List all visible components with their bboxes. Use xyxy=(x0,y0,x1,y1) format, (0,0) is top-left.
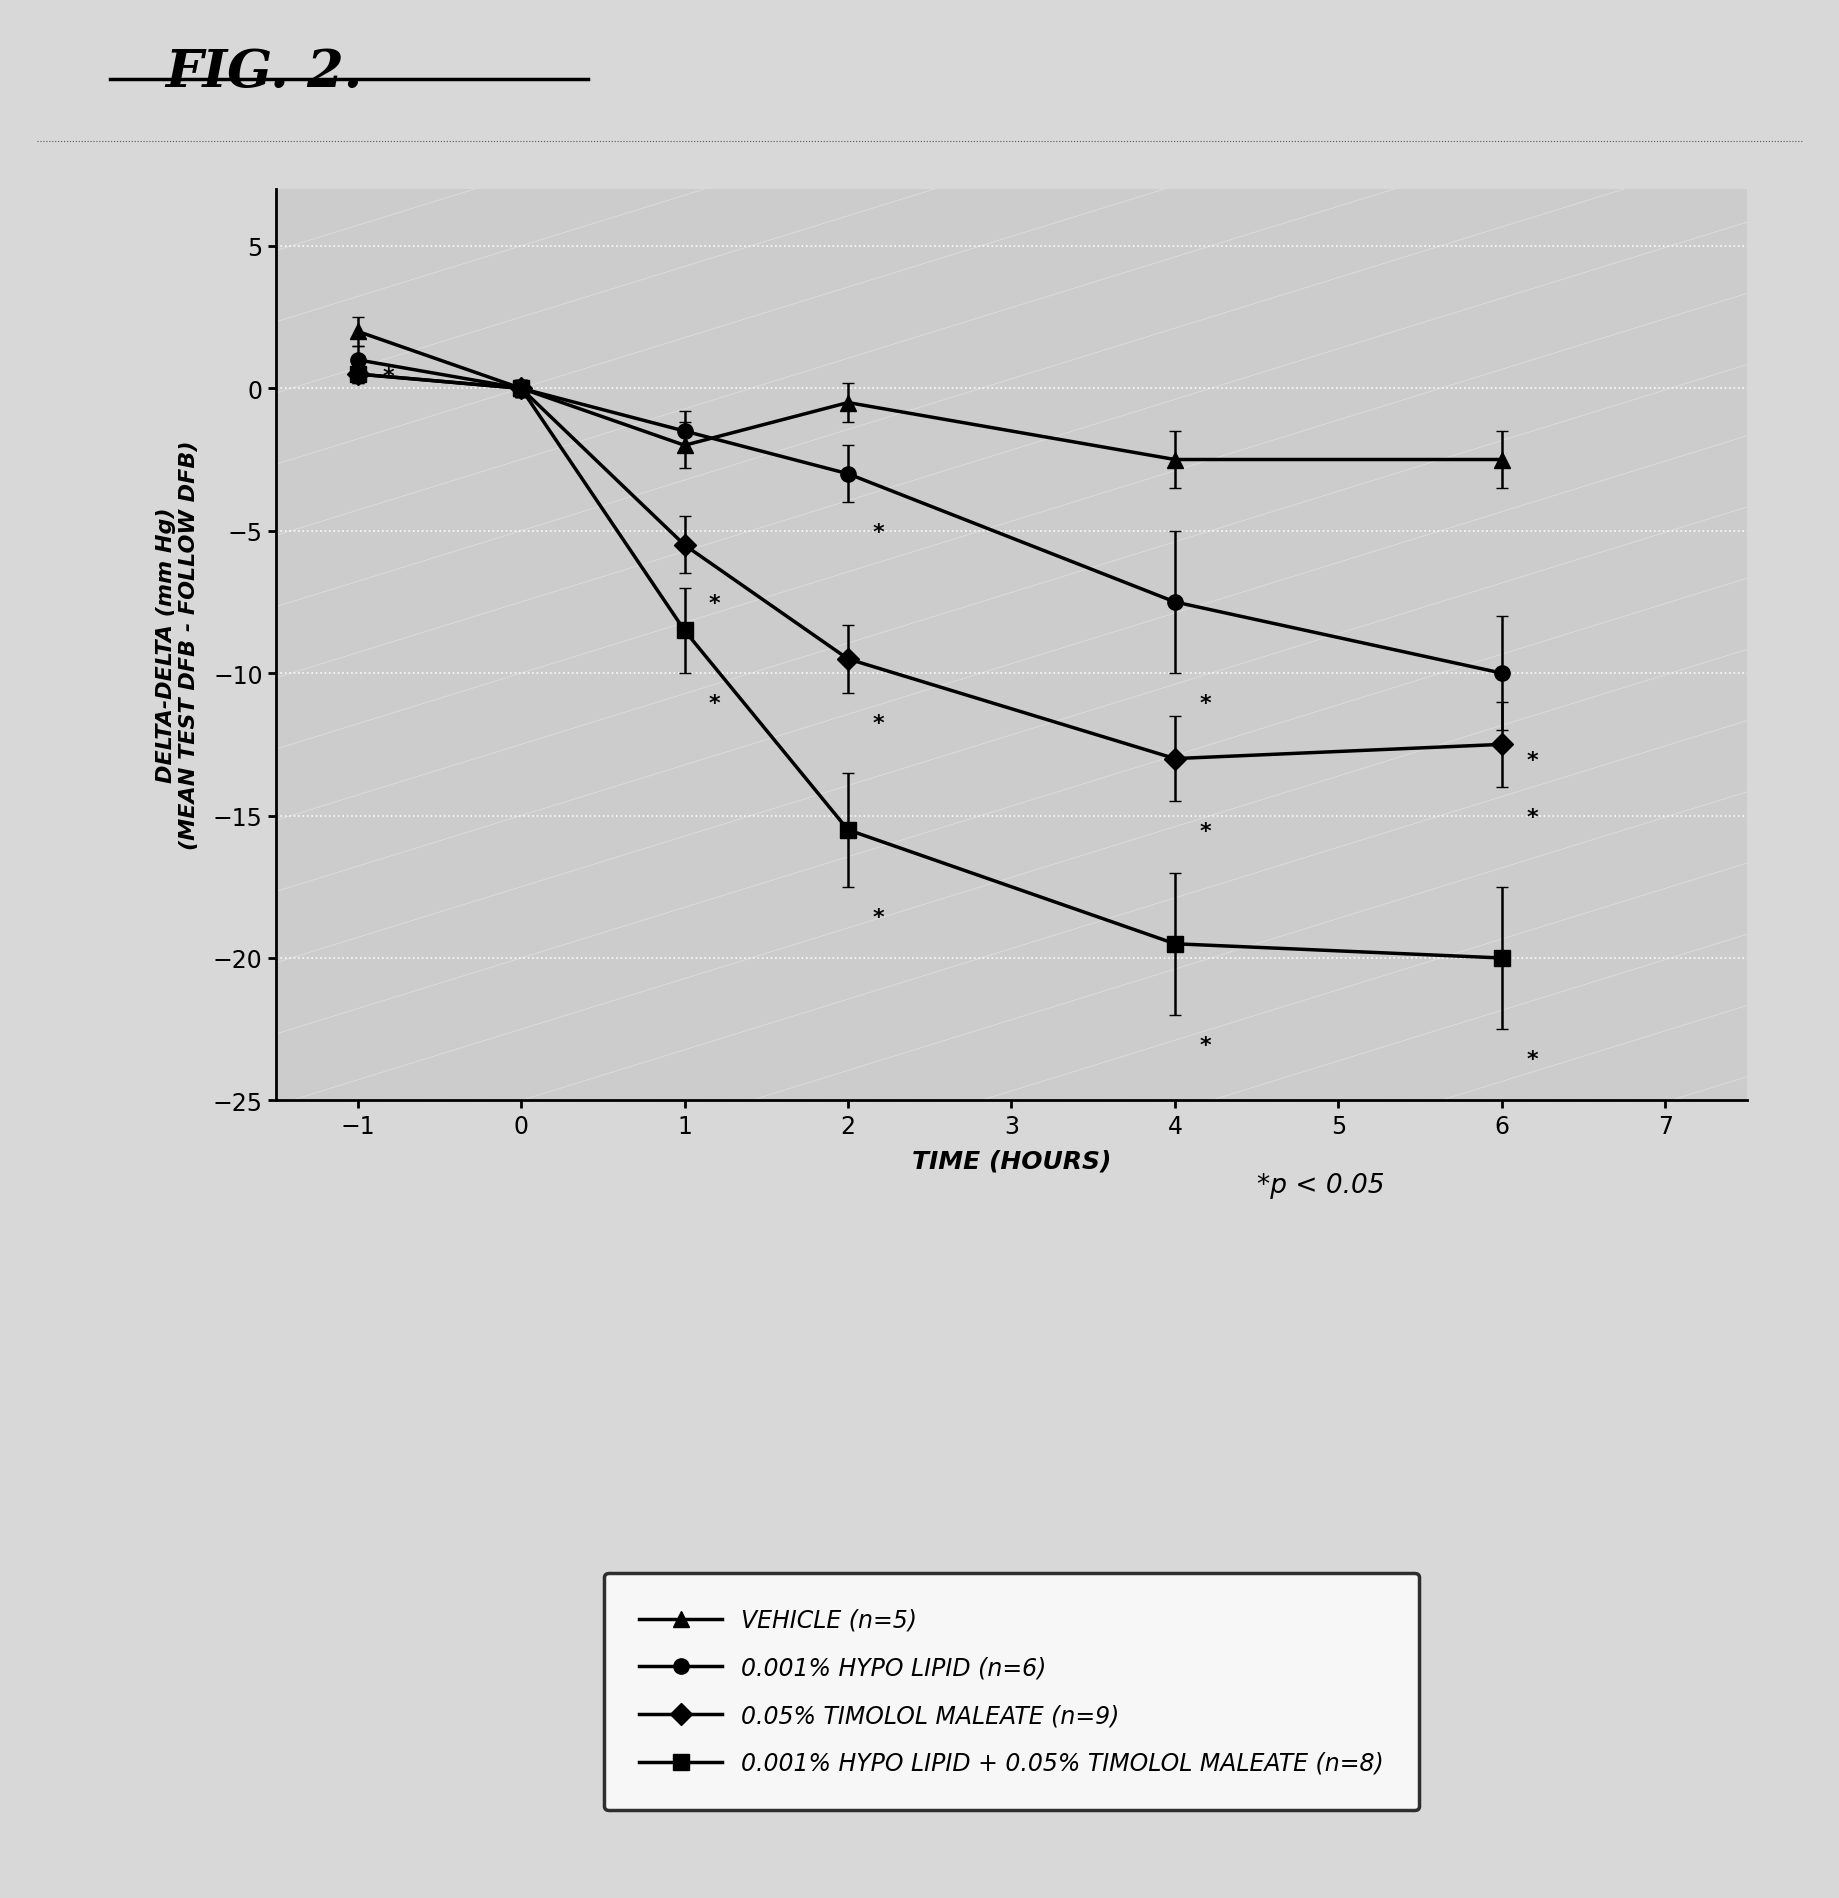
Text: *: * xyxy=(872,907,885,928)
Y-axis label: DELTA-DELTA (mm Hg)
(MEAN TEST DFB - FOLLOW DFB): DELTA-DELTA (mm Hg) (MEAN TEST DFB - FOL… xyxy=(156,440,199,850)
Text: *: * xyxy=(1199,822,1212,843)
Text: *: * xyxy=(1526,1050,1537,1070)
Text: *: * xyxy=(1199,1036,1212,1055)
Text: *: * xyxy=(1526,809,1537,828)
Text: *: * xyxy=(710,695,721,714)
Text: *: * xyxy=(1199,695,1212,714)
Text: *: * xyxy=(1526,752,1537,771)
Text: *: * xyxy=(383,366,394,387)
Text: *p < 0.05: *p < 0.05 xyxy=(1256,1171,1385,1198)
Text: FIG. 2.: FIG. 2. xyxy=(166,47,362,99)
Text: *: * xyxy=(872,714,885,735)
Text: *: * xyxy=(710,594,721,615)
X-axis label: TIME (HOURS): TIME (HOURS) xyxy=(912,1148,1111,1173)
Text: *: * xyxy=(872,524,885,543)
Legend: VEHICLE (n=5), 0.001% HYPO LIPID (n=6), 0.05% TIMOLOL MALEATE (n=9), 0.001% HYPO: VEHICLE (n=5), 0.001% HYPO LIPID (n=6), … xyxy=(603,1573,1420,1811)
